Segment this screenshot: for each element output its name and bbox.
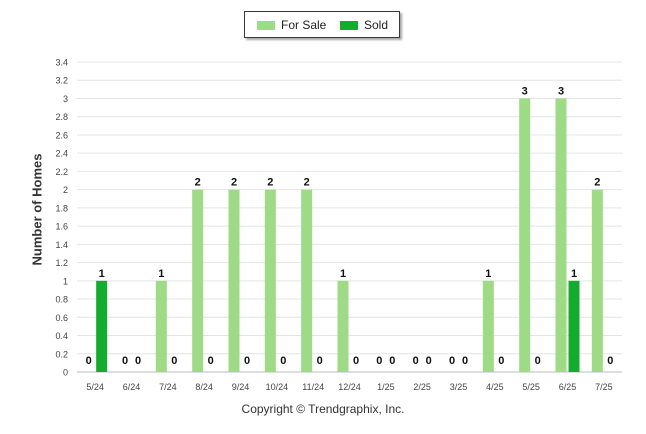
data-label: 0 (244, 355, 250, 367)
bar-for-sale (591, 189, 603, 372)
x-tick-label: 5/24 (86, 382, 104, 392)
x-tick-label: 11/24 (302, 382, 324, 392)
y-tick-label: 0.6 (55, 313, 68, 323)
y-tick-label: 2 (63, 185, 68, 195)
y-tick-label: 0.2 (55, 349, 68, 359)
data-label: 0 (353, 355, 359, 367)
data-label: 3 (522, 85, 528, 97)
y-tick-label: 2.8 (55, 112, 68, 122)
y-tick-label: 0.8 (55, 295, 68, 305)
y-tick-label: 1.8 (55, 203, 68, 213)
y-axis-title: Number of Homes (29, 153, 45, 266)
data-label: 0 (462, 355, 468, 367)
data-label: 2 (304, 177, 310, 189)
y-tick-label: 1.4 (55, 240, 68, 250)
y-tick-label: 3 (63, 94, 68, 104)
y-tick-label: 1.6 (55, 222, 68, 232)
data-label: 1 (158, 268, 164, 280)
legend-swatch-for-sale (257, 21, 275, 30)
x-tick-label: 7/24 (159, 382, 177, 392)
y-tick-label: 3.2 (55, 76, 68, 86)
data-label: 3 (558, 85, 564, 97)
bar-for-sale (555, 98, 567, 373)
x-axis-ticks: 5/24 6/24 7/24 8/24 9/24 10/24 11/24 12/24 1/25 2… (86, 382, 612, 392)
data-label: 1 (340, 268, 346, 280)
bar-for-sale (301, 189, 313, 372)
bar-sold (568, 280, 580, 372)
legend: For Sale Sold (244, 11, 400, 38)
data-label: 2 (267, 177, 273, 189)
data-label: 1 (99, 268, 105, 280)
x-tick-label: 6/25 (559, 382, 577, 392)
x-tick-label: 8/24 (195, 382, 213, 392)
copyright-text: Copyright © Trendgraphix, Inc. (241, 402, 405, 416)
y-axis-ticks: 0 0.2 0.4 0.6 0.8 1 1.2 1.4 1.6 1.8 2 2.2 2.4 2.6 2.8 3… (55, 58, 68, 378)
y-tick-label: 1.2 (55, 258, 68, 268)
bar-for-sale (482, 280, 494, 372)
x-tick-label: 5/25 (522, 382, 540, 392)
y-tick-label: 0 (63, 368, 68, 378)
x-tick-label: 6/24 (123, 382, 141, 392)
data-label: 0 (498, 355, 504, 367)
x-tick-label: 2/25 (413, 382, 431, 392)
bar-for-sale (155, 280, 167, 372)
x-tick-label: 3/25 (450, 382, 468, 392)
data-label: 0 (607, 355, 613, 367)
bars (96, 98, 603, 373)
x-tick-label: 10/24 (266, 382, 289, 392)
x-tick-label: 1/25 (377, 382, 395, 392)
y-tick-label: 0.4 (55, 331, 68, 341)
bar-for-sale (337, 280, 349, 372)
data-label: 0 (208, 355, 214, 367)
data-label: 0 (413, 355, 419, 367)
data-label: 0 (317, 355, 323, 367)
data-label: 2 (231, 177, 237, 189)
data-label: 1 (485, 268, 491, 280)
data-label: 0 (535, 355, 541, 367)
data-label: 0 (389, 355, 395, 367)
legend-label-for-sale: For Sale (281, 18, 327, 32)
y-tick-label: 1 (63, 276, 68, 286)
bar-for-sale (519, 98, 531, 373)
bar-sold (96, 280, 108, 372)
y-tick-label: 2.2 (55, 167, 68, 177)
grid-lines (77, 61, 622, 373)
data-label: 1 (571, 268, 577, 280)
data-label: 0 (280, 355, 286, 367)
legend-swatch-sold (340, 21, 358, 30)
bar-for-sale (192, 189, 204, 372)
data-label: 0 (135, 355, 141, 367)
y-tick-label: 2.4 (55, 149, 68, 159)
data-label: 0 (122, 355, 128, 367)
x-tick-label: 12/24 (338, 382, 361, 392)
data-label: 2 (594, 177, 600, 189)
y-tick-label: 2.6 (55, 130, 68, 140)
y-tick-label: 3.4 (55, 58, 68, 68)
data-label: 0 (426, 355, 432, 367)
data-label: 0 (449, 355, 455, 367)
x-tick-label: 9/24 (232, 382, 250, 392)
data-label: 0 (171, 355, 177, 367)
x-tick-label: 4/25 (486, 382, 504, 392)
data-label: 0 (86, 355, 92, 367)
data-label: 2 (195, 177, 201, 189)
x-tick-label: 7/25 (595, 382, 613, 392)
bar-for-sale (264, 189, 276, 372)
bar-for-sale (228, 189, 240, 372)
data-label: 0 (376, 355, 382, 367)
legend-label-sold: Sold (364, 18, 389, 32)
